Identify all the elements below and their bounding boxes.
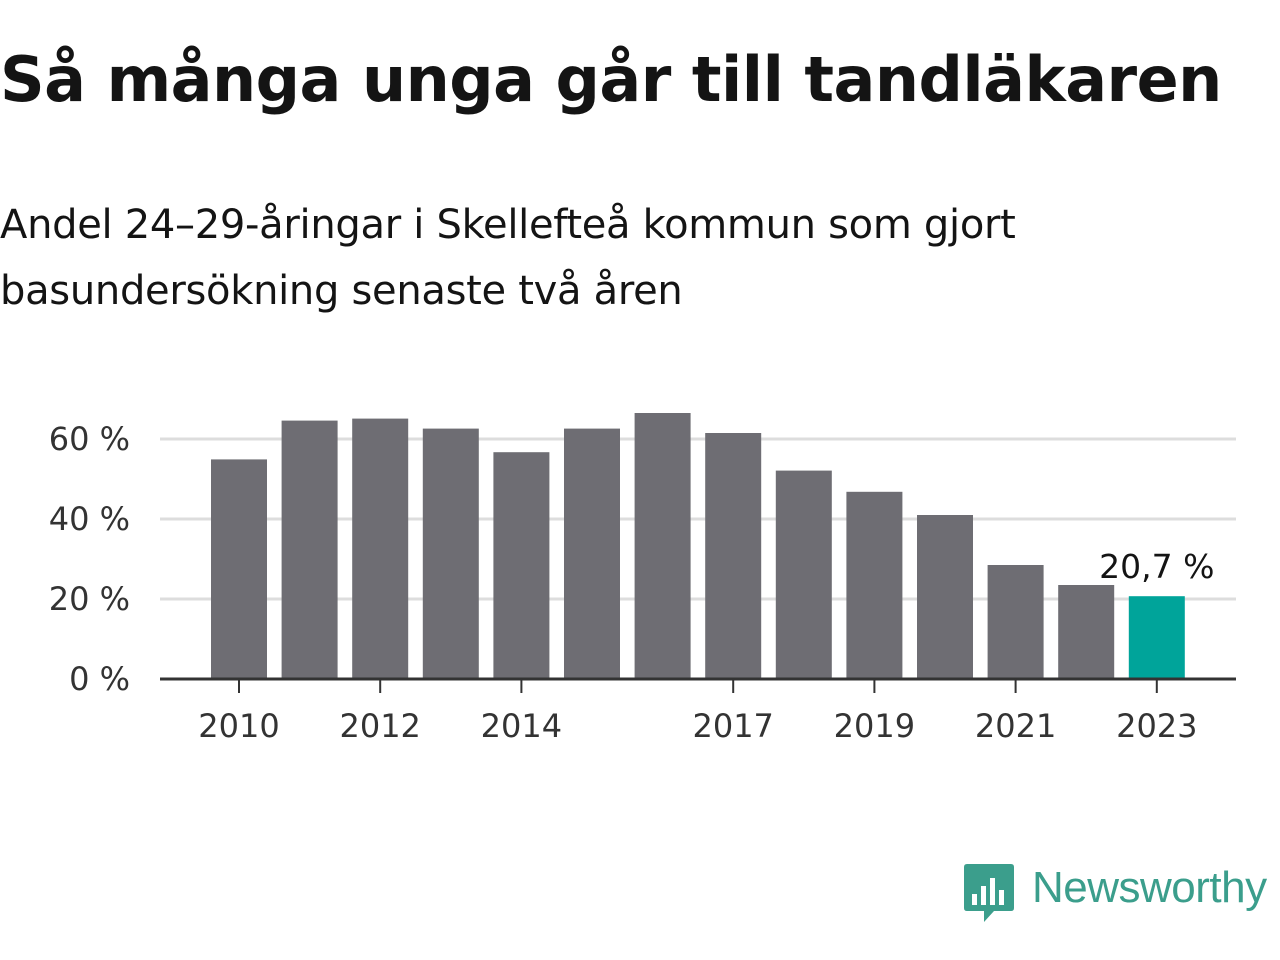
x-tick-label: 2021 (975, 707, 1056, 745)
y-axis-labels: 0 % 20 % 40 % 60 % (49, 420, 130, 698)
bar-2016 (634, 413, 691, 679)
newsworthy-logo: Newsworthy (964, 864, 1267, 924)
bar-2012 (352, 418, 409, 679)
newsworthy-logo-icon (964, 864, 1014, 922)
x-tick-label: 2023 (1116, 707, 1197, 745)
y-tick-label: 60 % (49, 420, 130, 458)
bar-2010 (211, 459, 267, 679)
x-tick-label: 2010 (198, 707, 279, 745)
y-tick-label: 20 % (49, 580, 130, 618)
data-labels: 20,7 % (1099, 547, 1214, 586)
chart-subtitle: Andel 24–29-åringar i Skellefteå kommun … (0, 202, 1016, 314)
brand-name: Newsworthy (1032, 863, 1267, 912)
bar-2021 (987, 565, 1044, 679)
bars (211, 413, 1185, 679)
y-tick-label: 0 % (69, 660, 130, 698)
bar-2020 (917, 515, 973, 679)
bar-2011 (281, 420, 338, 679)
x-tick-label: 2014 (481, 707, 562, 745)
bar-2015 (564, 428, 620, 679)
bar-2017 (705, 433, 762, 679)
y-tick-label: 40 % (49, 500, 130, 538)
gridlines (160, 437, 1236, 601)
bar-2022 (1058, 585, 1115, 679)
data-label-highlight: 20,7 % (1099, 547, 1214, 586)
x-tick-label: 2012 (339, 707, 420, 745)
bar-2014 (493, 452, 550, 679)
chart-title: Så många unga går till tandläkaren (0, 43, 1222, 116)
x-axis (160, 677, 1236, 693)
x-tick-label: 2017 (692, 707, 773, 745)
x-tick-label: 2019 (834, 707, 915, 745)
bar-2019 (846, 491, 903, 679)
x-axis-labels: 2010 2012 2014 2017 2019 2021 2023 (198, 707, 1197, 745)
bar-2013 (422, 428, 479, 679)
bar-2023 (1128, 596, 1185, 679)
bar-2018 (775, 470, 832, 679)
